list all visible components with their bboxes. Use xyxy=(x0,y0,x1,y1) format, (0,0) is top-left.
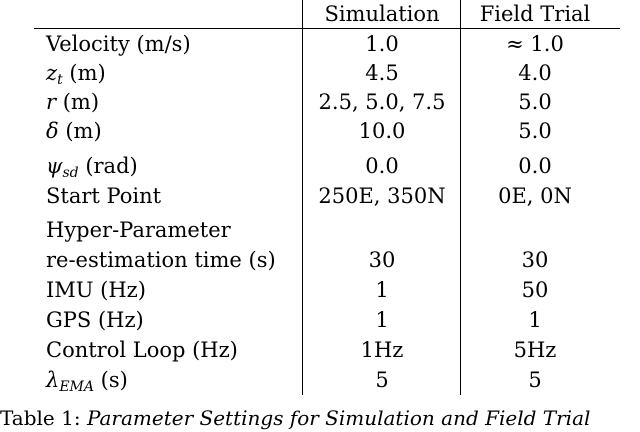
unit-s: (s) xyxy=(100,368,128,392)
unit-m: (m) xyxy=(69,61,106,85)
symbol-lambda: λ xyxy=(46,368,60,392)
cell-field-trial-delta: 5.0 xyxy=(518,119,552,143)
table-caption: Table 1: Parameter Settings for Simulati… xyxy=(0,404,640,432)
column-divider-1 xyxy=(302,0,303,395)
cell-field-trial-z-t: 4.0 xyxy=(518,61,552,85)
header-rule xyxy=(34,28,620,29)
row-label-re-estimation-time: re-estimation time (s) xyxy=(46,248,276,272)
symbol-psi: ψ xyxy=(46,154,63,178)
row-label-r: r (m) xyxy=(46,88,304,117)
cell-field-trial-control-loop: 5Hz xyxy=(513,338,557,362)
cell-simulation-velocity: 1.0 xyxy=(365,32,399,56)
cell-field-trial-gps: 1 xyxy=(528,308,542,332)
subscript-t: t xyxy=(57,72,63,88)
row-label-delta: δ (m) xyxy=(46,117,304,146)
cell-simulation-z-t: 4.5 xyxy=(365,61,399,85)
row-label-hyper-parameter: Hyper-Parameter xyxy=(46,218,231,242)
symbol-z: z xyxy=(46,61,58,85)
row-label-lambda-ema: λEMA (s) xyxy=(46,366,304,395)
symbol-delta: δ xyxy=(46,119,59,143)
cell-field-trial-psi-sd: 0.0 xyxy=(518,154,552,178)
row-label-imu: IMU (Hz) xyxy=(46,278,146,302)
unit-rad: (rad) xyxy=(85,154,138,178)
cell-simulation-imu: 1 xyxy=(375,278,389,302)
cell-simulation-re-estimation-time: 30 xyxy=(368,248,396,272)
column-divider-2 xyxy=(460,0,461,395)
caption-text: Parameter Settings for Simulation and Fi… xyxy=(86,406,591,430)
unit-m: (m) xyxy=(62,90,100,114)
cell-simulation-gps: 1 xyxy=(375,308,389,332)
row-label-gps: GPS (Hz) xyxy=(46,308,144,332)
row-label-psi-sd: ψsd (rad) xyxy=(46,152,304,181)
cell-simulation-lambda-ema: 5 xyxy=(375,368,389,392)
header-simulation: Simulation xyxy=(324,2,440,26)
cell-simulation-r: 2.5, 5.0, 7.5 xyxy=(318,90,446,114)
cell-field-trial-imu: 50 xyxy=(521,278,549,302)
header-field-trial: Field Trial xyxy=(479,2,591,26)
symbol-r: r xyxy=(46,90,57,114)
cell-field-trial-velocity: ≈ 1.0 xyxy=(506,32,564,56)
subscript-sd: sd xyxy=(62,165,79,181)
cell-simulation-delta: 10.0 xyxy=(358,119,406,143)
row-label-start-point: Start Point xyxy=(46,184,162,208)
cell-field-trial-start-point: 0E, 0N xyxy=(498,184,572,208)
cell-field-trial-lambda-ema: 5 xyxy=(528,368,542,392)
cell-simulation-psi-sd: 0.0 xyxy=(365,154,399,178)
caption-prefix: Table 1: xyxy=(0,406,87,430)
parameter-table: Simulation Field Trial Velocity (m/s) 1.… xyxy=(34,0,620,395)
cell-field-trial-re-estimation-time: 30 xyxy=(521,248,549,272)
row-label-velocity: Velocity (m/s) xyxy=(46,32,191,56)
cell-simulation-start-point: 250E, 350N xyxy=(318,184,446,208)
unit-m: (m) xyxy=(65,119,102,143)
cell-simulation-control-loop: 1Hz xyxy=(360,338,404,362)
row-label-control-loop: Control Loop (Hz) xyxy=(46,338,238,362)
subscript-ema: EMA xyxy=(59,379,94,395)
cell-field-trial-r: 5.0 xyxy=(518,90,552,114)
row-label-z-t: zt (m) xyxy=(46,59,304,88)
